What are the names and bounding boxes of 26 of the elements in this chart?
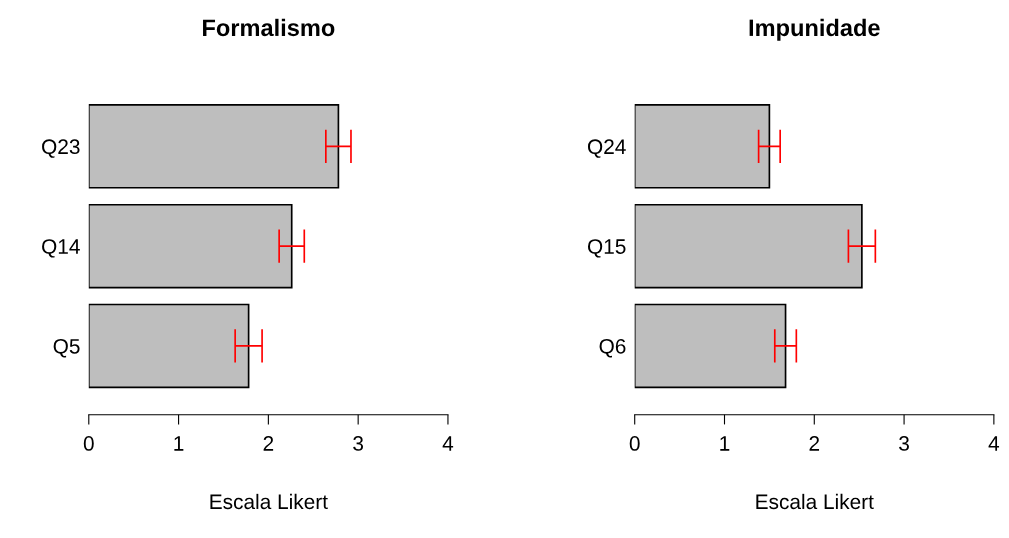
x-tick-label: 4 (442, 436, 454, 451)
x-tick-label: 3 (899, 436, 909, 451)
chart-title: Impunidade (749, 18, 880, 41)
x-tick-label: 0 (83, 436, 94, 451)
x-tick-label: 2 (263, 436, 274, 451)
y-tick-label: Q24 (587, 139, 626, 158)
bar (634, 303, 787, 389)
chart-title: Formalismo (203, 18, 335, 37)
x-tick-label: 4 (988, 436, 1000, 451)
bar (88, 203, 293, 289)
y-tick-label: Q6 (599, 338, 626, 358)
x-tick-label: 1 (720, 436, 730, 451)
bar (634, 104, 771, 189)
bar (634, 203, 863, 289)
bar (88, 303, 250, 389)
bar (88, 104, 340, 189)
x-tick-label: 3 (353, 436, 364, 451)
x-axis-title: Escala Likert (756, 493, 874, 510)
y-tick-label: Q15 (587, 239, 626, 258)
y-tick-label: Q5 (53, 338, 80, 358)
x-axis-title: Escala Likert (210, 493, 328, 510)
x-tick-label: 2 (809, 436, 820, 451)
y-tick-label: Q23 (42, 139, 80, 158)
x-tick-label: 1 (174, 436, 184, 451)
x-tick-label: 0 (629, 436, 640, 451)
y-tick-label: Q14 (42, 239, 80, 258)
